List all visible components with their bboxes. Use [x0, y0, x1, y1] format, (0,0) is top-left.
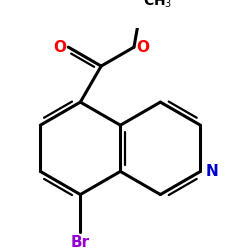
Text: O: O — [53, 40, 66, 55]
Text: N: N — [206, 164, 219, 179]
Text: O: O — [136, 40, 149, 55]
Text: CH$_3$: CH$_3$ — [142, 0, 172, 10]
Text: Br: Br — [71, 235, 90, 250]
